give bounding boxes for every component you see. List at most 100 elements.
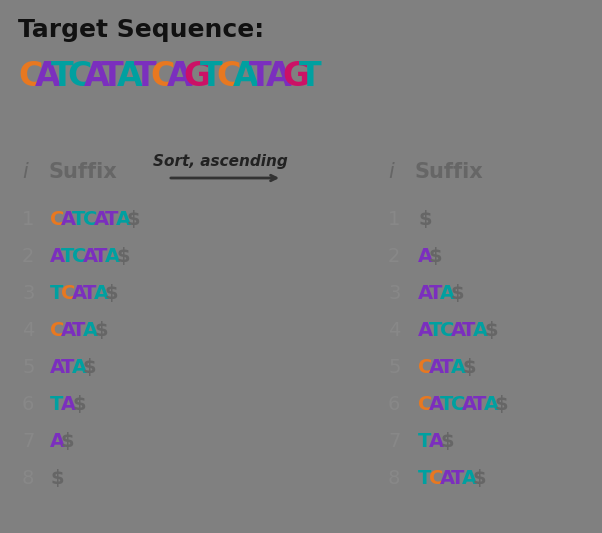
Text: C: C bbox=[418, 358, 432, 377]
Text: 7: 7 bbox=[22, 432, 34, 451]
Text: 5: 5 bbox=[22, 358, 34, 377]
Text: C: C bbox=[216, 60, 241, 93]
Text: G: G bbox=[183, 60, 210, 93]
Text: C: C bbox=[50, 321, 64, 340]
Text: T: T bbox=[418, 469, 432, 488]
Text: 3: 3 bbox=[22, 284, 34, 303]
Text: T: T bbox=[249, 60, 272, 93]
Text: C: C bbox=[61, 284, 75, 303]
Text: 2: 2 bbox=[22, 247, 34, 266]
Text: G: G bbox=[282, 60, 309, 93]
Text: $: $ bbox=[83, 358, 97, 377]
Text: C: C bbox=[150, 60, 175, 93]
Text: C: C bbox=[429, 469, 444, 488]
Text: T: T bbox=[440, 358, 453, 377]
Text: T: T bbox=[94, 247, 107, 266]
Text: T: T bbox=[72, 210, 85, 229]
Text: $: $ bbox=[451, 284, 465, 303]
Text: T: T bbox=[299, 60, 321, 93]
Text: A: A bbox=[232, 60, 258, 93]
Text: C: C bbox=[67, 60, 92, 93]
Text: $: $ bbox=[484, 321, 498, 340]
Text: T: T bbox=[199, 60, 222, 93]
Text: $: $ bbox=[429, 247, 442, 266]
Text: A: A bbox=[418, 321, 433, 340]
Text: T: T bbox=[134, 60, 156, 93]
Text: A: A bbox=[94, 210, 109, 229]
Text: T: T bbox=[105, 210, 119, 229]
Text: T: T bbox=[451, 469, 464, 488]
Text: $: $ bbox=[61, 432, 75, 451]
Text: $: $ bbox=[72, 395, 85, 414]
Text: A: A bbox=[473, 321, 488, 340]
Text: C: C bbox=[18, 60, 43, 93]
Text: A: A bbox=[50, 247, 65, 266]
Text: T: T bbox=[440, 395, 453, 414]
Text: 8: 8 bbox=[22, 469, 34, 488]
Text: $: $ bbox=[50, 469, 64, 488]
Text: A: A bbox=[451, 321, 466, 340]
Text: A: A bbox=[440, 469, 455, 488]
Text: $: $ bbox=[440, 432, 454, 451]
Text: Suffix: Suffix bbox=[415, 162, 484, 182]
Text: Sort, ascending: Sort, ascending bbox=[153, 154, 287, 169]
Text: $: $ bbox=[418, 210, 432, 229]
Text: T: T bbox=[61, 358, 75, 377]
Text: $: $ bbox=[462, 358, 476, 377]
Text: C: C bbox=[72, 247, 86, 266]
Text: $: $ bbox=[127, 210, 141, 229]
Text: T: T bbox=[429, 284, 442, 303]
Text: $: $ bbox=[495, 395, 509, 414]
Text: C: C bbox=[83, 210, 98, 229]
Text: T: T bbox=[429, 321, 442, 340]
Text: A: A bbox=[83, 321, 98, 340]
Text: $: $ bbox=[116, 247, 129, 266]
Text: A: A bbox=[94, 284, 109, 303]
Text: A: A bbox=[429, 432, 444, 451]
Text: A: A bbox=[50, 432, 65, 451]
Text: A: A bbox=[265, 60, 291, 93]
Text: A: A bbox=[451, 358, 466, 377]
Text: A: A bbox=[429, 395, 444, 414]
Text: 2: 2 bbox=[388, 247, 400, 266]
Text: $: $ bbox=[105, 284, 119, 303]
Text: T: T bbox=[83, 284, 96, 303]
Text: A: A bbox=[117, 60, 143, 93]
Text: A: A bbox=[84, 60, 110, 93]
Text: T: T bbox=[72, 321, 85, 340]
Text: A: A bbox=[429, 358, 444, 377]
Text: A: A bbox=[418, 284, 433, 303]
Text: A: A bbox=[72, 284, 87, 303]
Text: T: T bbox=[462, 321, 476, 340]
Text: 1: 1 bbox=[388, 210, 400, 229]
Text: A: A bbox=[116, 210, 131, 229]
Text: A: A bbox=[61, 321, 76, 340]
Text: 3: 3 bbox=[388, 284, 400, 303]
Text: T: T bbox=[61, 247, 75, 266]
Text: A: A bbox=[34, 60, 60, 93]
Text: A: A bbox=[61, 210, 76, 229]
Text: $: $ bbox=[473, 469, 486, 488]
Text: T: T bbox=[473, 395, 486, 414]
Text: A: A bbox=[167, 60, 193, 93]
Text: A: A bbox=[418, 247, 433, 266]
Text: T: T bbox=[418, 432, 432, 451]
Text: 6: 6 bbox=[388, 395, 400, 414]
Text: C: C bbox=[440, 321, 455, 340]
Text: 5: 5 bbox=[388, 358, 400, 377]
Text: T: T bbox=[51, 60, 73, 93]
Text: 6: 6 bbox=[22, 395, 34, 414]
Text: A: A bbox=[50, 358, 65, 377]
Text: T: T bbox=[50, 395, 63, 414]
Text: A: A bbox=[462, 395, 477, 414]
Text: A: A bbox=[72, 358, 87, 377]
Text: 1: 1 bbox=[22, 210, 34, 229]
Text: A: A bbox=[61, 395, 76, 414]
Text: A: A bbox=[484, 395, 499, 414]
Text: 7: 7 bbox=[388, 432, 400, 451]
Text: T: T bbox=[50, 284, 63, 303]
Text: C: C bbox=[50, 210, 64, 229]
Text: Target Sequence:: Target Sequence: bbox=[18, 18, 264, 42]
Text: T: T bbox=[101, 60, 123, 93]
Text: 4: 4 bbox=[388, 321, 400, 340]
